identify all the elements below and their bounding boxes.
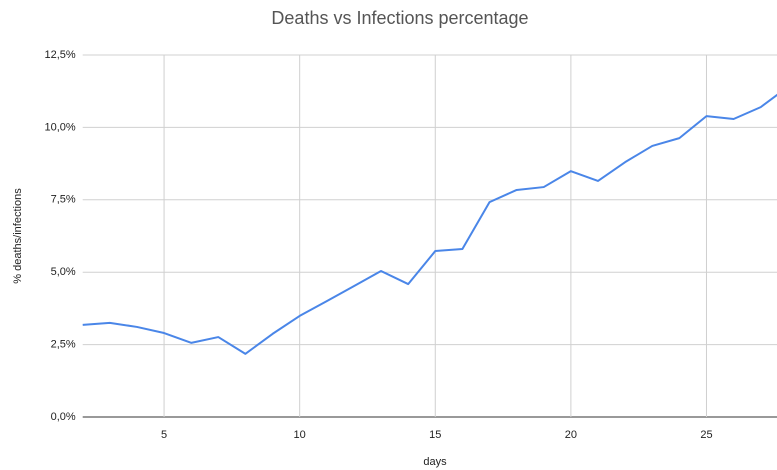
y-tick-label: 7,5%: [51, 194, 76, 206]
x-tick-label: 15: [429, 429, 441, 441]
x-tick-label: 20: [565, 429, 577, 441]
y-tick-label: 10,0%: [44, 121, 75, 133]
y-tick-label: 12,5%: [44, 49, 75, 61]
chart-title: Deaths vs Infections percentage: [271, 8, 528, 28]
data-line: [82, 93, 777, 355]
x-tick-label: 10: [294, 429, 306, 441]
x-tick-label: 5: [161, 429, 167, 441]
y-tick-label: 2,5%: [51, 339, 76, 351]
y-tick-label: 0,0%: [51, 411, 76, 423]
y-axis-label: % deaths/infections: [12, 188, 24, 284]
x-tick-label: 25: [700, 429, 712, 441]
x-axis-label: days: [423, 456, 447, 468]
y-tick-label: 5,0%: [51, 266, 76, 278]
